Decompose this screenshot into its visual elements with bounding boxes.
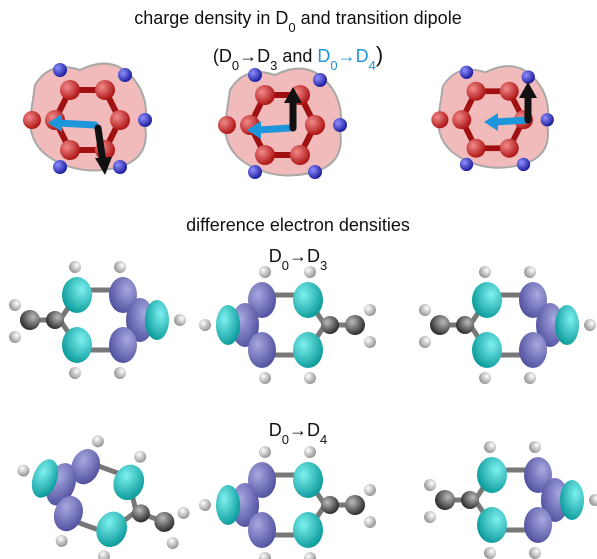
label-text: charge density in D: [134, 8, 288, 28]
subscript: 0: [282, 432, 289, 447]
subscript: 0: [282, 258, 289, 273]
difference-density-row: [9, 261, 596, 384]
label-text: D: [269, 246, 282, 266]
figure: charge density in D0 and transition dipo…: [0, 0, 597, 559]
label-text: →D: [338, 46, 369, 66]
label-text: D: [269, 420, 282, 440]
subscript: 0: [288, 20, 295, 35]
label-text: →D: [289, 246, 320, 266]
row-label: D0→D3: [269, 246, 327, 273]
section-title: difference electron densities: [186, 215, 410, 235]
subscript: 3: [270, 58, 277, 73]
row-label: D0→D4: [269, 420, 327, 447]
charge-density-row: [23, 63, 554, 179]
label-text: →D: [239, 46, 270, 66]
label-text: →D: [289, 420, 320, 440]
subscript: 4: [320, 432, 327, 447]
subscript: 0: [330, 58, 337, 73]
panel-title: charge density in D0 and transition dipo…: [134, 8, 461, 35]
subscript: 4: [369, 58, 376, 73]
label-text: ): [376, 42, 383, 67]
label-text: and transition dipole: [296, 8, 462, 28]
label-text: and: [277, 46, 317, 66]
subscript: 0: [232, 58, 239, 73]
label-text: D: [317, 46, 330, 66]
label-text: (D: [213, 46, 232, 66]
subscript: 3: [320, 258, 327, 273]
